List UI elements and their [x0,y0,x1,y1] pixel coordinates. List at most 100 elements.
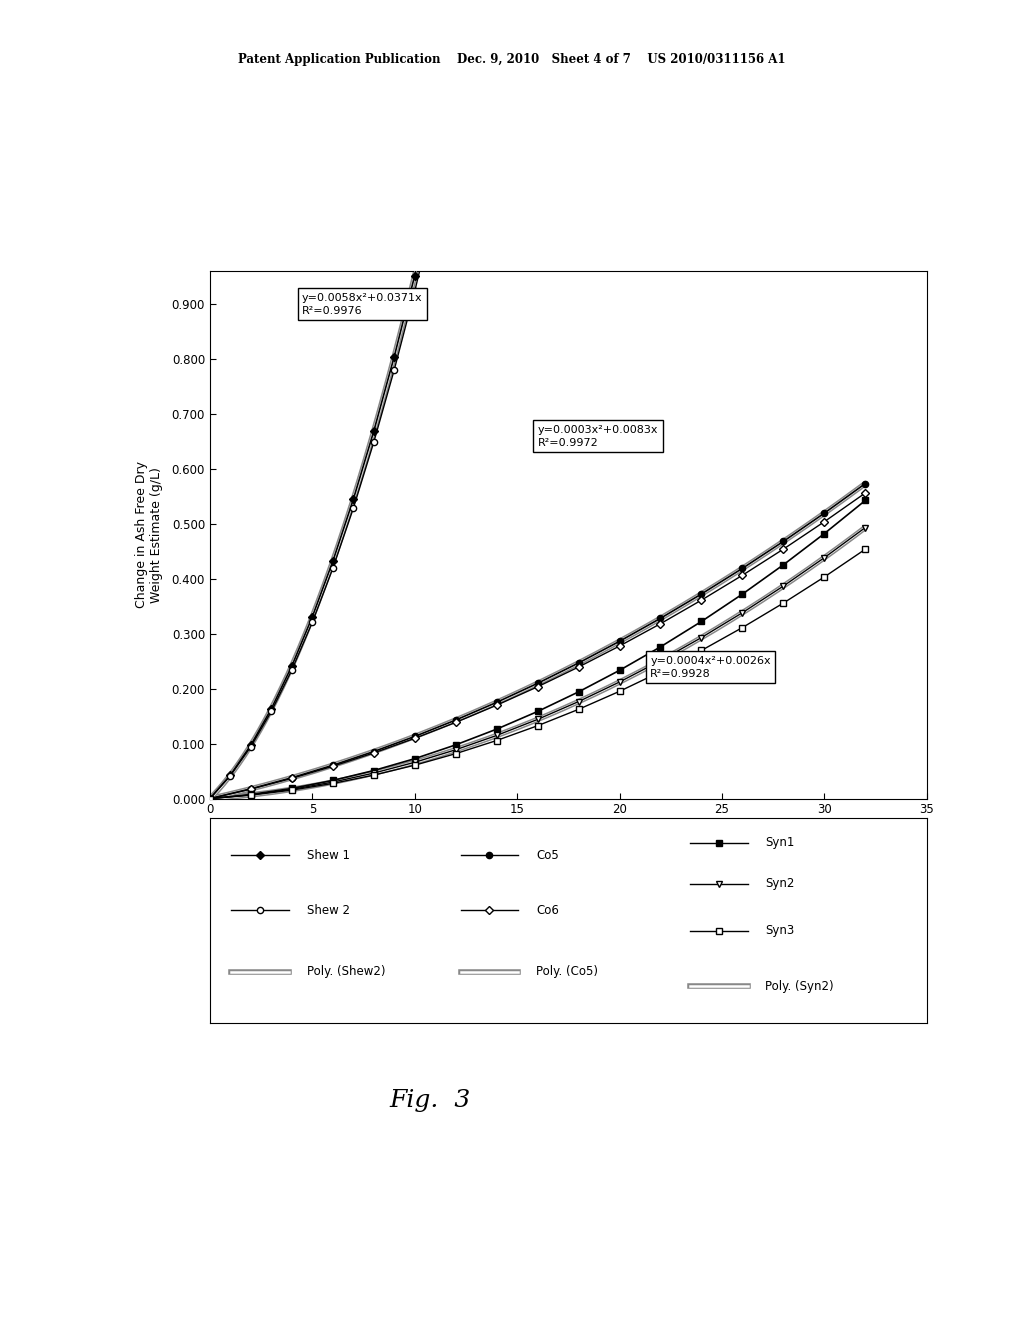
Syn2 [818,549,830,565]
Text: y=0.0058x²+0.0371x
R²=0.9976: y=0.0058x²+0.0371x R²=0.9976 [302,293,423,315]
Syn1 [490,721,503,737]
Co6 [368,744,380,760]
Syn3 [859,541,871,557]
Syn2 [245,787,257,803]
Text: y=0.0004x²+0.0026x
R²=0.9928: y=0.0004x²+0.0026x R²=0.9928 [650,656,771,678]
Syn3 [409,758,421,774]
Shew 1 [286,659,298,675]
Syn2 [859,520,871,536]
Co5 [409,729,421,744]
Syn1 [736,586,749,602]
Syn2 [368,766,380,781]
Co5 [368,743,380,759]
Shew 2 [204,791,216,807]
Shew 1 [327,553,339,569]
Shew 2 [450,108,462,124]
Syn2 [286,781,298,797]
Shew 1 [265,701,278,717]
Syn2 [450,742,462,758]
Syn2 [777,578,790,594]
Co6 [859,484,871,500]
Co6 [327,759,339,775]
Co6 [695,593,708,609]
Syn2 [613,675,626,690]
Shew 2 [224,768,237,784]
Syn2 [572,694,585,710]
Syn1 [654,639,667,655]
Syn1 [204,791,216,807]
X-axis label: Time  (hrs): Time (hrs) [532,822,604,836]
Shew 2 [265,704,278,719]
Shew 2 [409,284,421,300]
Line: Syn3: Syn3 [207,546,868,801]
Shew 2 [347,500,359,516]
Shew 1 [460,37,472,53]
Co5 [777,533,790,549]
Line: Syn2: Syn2 [207,524,868,801]
Shew 1 [306,609,318,624]
Line: Shew 2: Shew 2 [207,65,469,801]
Syn3 [695,643,708,659]
Co6 [245,781,257,797]
Shew 2 [245,739,257,755]
Syn1 [409,751,421,767]
Syn1 [777,557,790,573]
Syn3 [490,733,503,748]
Shew 1 [245,737,257,752]
Syn2 [490,727,503,743]
Text: Co5: Co5 [537,849,559,862]
Text: Syn3: Syn3 [765,924,795,937]
Shew 1 [368,424,380,440]
Co6 [572,659,585,675]
Co6 [409,730,421,746]
Syn2 [531,711,544,727]
Co5 [245,781,257,797]
Syn3 [327,776,339,792]
Line: Shew 1: Shew 1 [207,42,469,801]
Syn1 [818,525,830,541]
Syn1 [613,663,626,678]
Syn1 [245,787,257,803]
Co6 [613,638,626,653]
Syn3 [286,783,298,799]
Shew 1 [204,791,216,807]
Shew 2 [460,59,472,75]
Co5 [204,791,216,807]
Syn3 [818,569,830,585]
Co5 [818,506,830,521]
Shew 1 [409,268,421,284]
Syn3 [654,664,667,680]
Co6 [286,771,298,787]
Co5 [695,586,708,602]
Syn3 [613,684,626,700]
Co5 [490,694,503,710]
Text: Poly. (Syn2): Poly. (Syn2) [765,979,835,993]
Shew 2 [286,663,298,678]
Co6 [777,541,790,557]
Syn1 [286,780,298,796]
Syn3 [736,619,749,635]
Text: y=0.0003x²+0.0083x
R²=0.9972: y=0.0003x²+0.0083x R²=0.9972 [538,425,658,447]
Syn3 [368,767,380,783]
Text: Fig.  3: Fig. 3 [389,1089,471,1111]
Syn1 [368,763,380,779]
Line: Syn1: Syn1 [207,498,868,801]
Shew 2 [429,198,441,214]
Syn2 [327,774,339,789]
Text: Patent Application Publication    Dec. 9, 2010   Sheet 4 of 7    US 2010/0311156: Patent Application Publication Dec. 9, 2… [239,53,785,66]
Syn2 [736,605,749,620]
Syn3 [531,718,544,734]
Co6 [654,616,667,632]
Co5 [859,475,871,491]
Shew 1 [347,491,359,507]
Co6 [736,568,749,583]
Text: Shew 2: Shew 2 [307,904,349,917]
Syn1 [531,704,544,719]
Co6 [531,678,544,694]
Syn3 [777,595,790,611]
Co5 [450,713,462,729]
Syn3 [572,701,585,717]
Line: Co5: Co5 [207,480,868,801]
Text: Syn1: Syn1 [765,837,795,850]
Shew 2 [368,434,380,450]
